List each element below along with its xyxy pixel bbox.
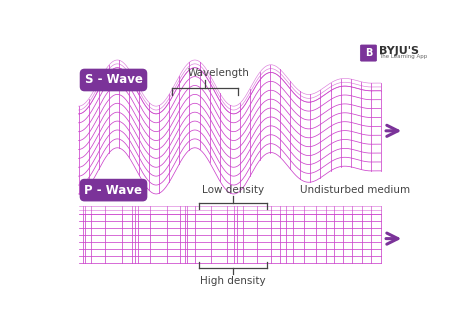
Text: Low density: Low density: [202, 185, 264, 195]
Text: S - Wave: S - Wave: [84, 74, 143, 87]
Text: The Learning App: The Learning App: [379, 54, 427, 59]
Text: Wavelength: Wavelength: [188, 68, 249, 78]
FancyBboxPatch shape: [360, 45, 377, 61]
Text: B: B: [365, 48, 372, 58]
Text: P - Wave: P - Wave: [84, 183, 143, 196]
Text: Undisturbed medium: Undisturbed medium: [300, 185, 410, 195]
Text: High density: High density: [200, 276, 265, 286]
Text: BYJU'S: BYJU'S: [379, 46, 419, 56]
